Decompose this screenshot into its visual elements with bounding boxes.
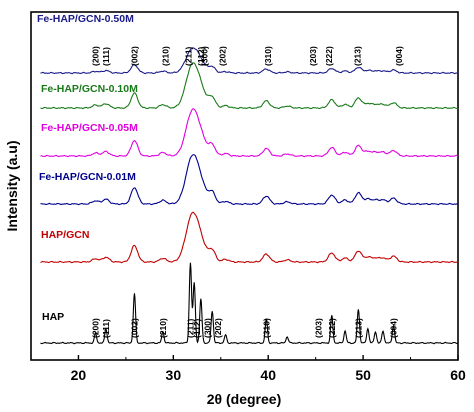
traces [40,47,459,345]
trace-fe-hap-gcn-0-05m [40,108,459,158]
x-tick-label: 20 [71,367,87,383]
hkl-label-top: (222) [324,46,334,66]
hkl-label-bottom: (111) [101,319,111,338]
trace-fe-hap-gcn-0-10m [40,62,459,110]
hkl-label-bottom: (203) [314,318,324,338]
x-tick-label: 60 [450,367,466,383]
trace-hap-gcn [40,211,459,264]
series-label: Fe-HAP/GCN-0.01M [39,171,136,183]
y-axis-title: Intensity (a.u) [4,140,20,231]
hkl-labels: (200) (111) (002) (210) (211)(112) (300) (202)… [91,46,405,338]
hkl-label-bottom: (004) [389,318,399,338]
hkl-label-bottom: (222) [327,318,337,338]
hkl-label-top: (213) [352,46,362,66]
hkl-label-top: (004) [394,46,404,66]
hkl-label-top: (211) [184,46,194,66]
trace-fe-hap-gcn-0-01m [40,154,459,206]
hkl-label-top: (112) [196,46,206,66]
x-tick-label: 30 [166,367,182,383]
series-labels: HAP HAP/GCN Fe-HAP/GCN-0.01M Fe-HAP/GCN-0.0… [37,13,138,323]
x-tick-label: 40 [260,367,276,383]
trace-fe-hap-gcn-0-50m [40,47,459,75]
series-label: HAP/GCN [41,229,89,241]
hkl-label-bottom: (300) [203,318,213,338]
series-label: Fe-HAP/GCN-0.10M [41,83,138,95]
x-axis-title: 2θ (degree) [207,391,281,407]
hkl-label-top: (300) [200,46,210,66]
series-label: Fe-HAP/GCN-0.05M [41,122,138,134]
x-axis-ticks: 20 30 40 50 60 [30,355,466,383]
hkl-label-top: (111) [101,47,111,66]
hkl-label-bottom: (202) [213,318,223,338]
hkl-label-top: (202) [218,46,228,66]
hkl-label-bottom: (211) [185,318,195,338]
hkl-label-top: (310) [263,46,273,66]
trace-hap [40,262,459,345]
hkl-label-bottom: (210) [158,318,168,338]
hkl-label-bottom: (002) [129,318,139,338]
hkl-label-bottom: (310) [261,318,271,338]
hkl-label-bottom: (200) [91,318,101,338]
plot-frame [30,11,459,361]
hkl-label-top: (200) [91,46,101,66]
hkl-label-top: (210) [161,46,171,66]
hkl-label-bottom: (112) [192,318,202,338]
x-tick-label: 50 [355,367,371,383]
series-label: HAP [42,311,64,323]
hkl-label-bottom: (213) [353,318,363,338]
hkl-label-top: (203) [308,46,318,66]
series-label: Fe-HAP/GCN-0.50M [37,13,134,25]
hkl-label-top: (002) [129,46,139,66]
